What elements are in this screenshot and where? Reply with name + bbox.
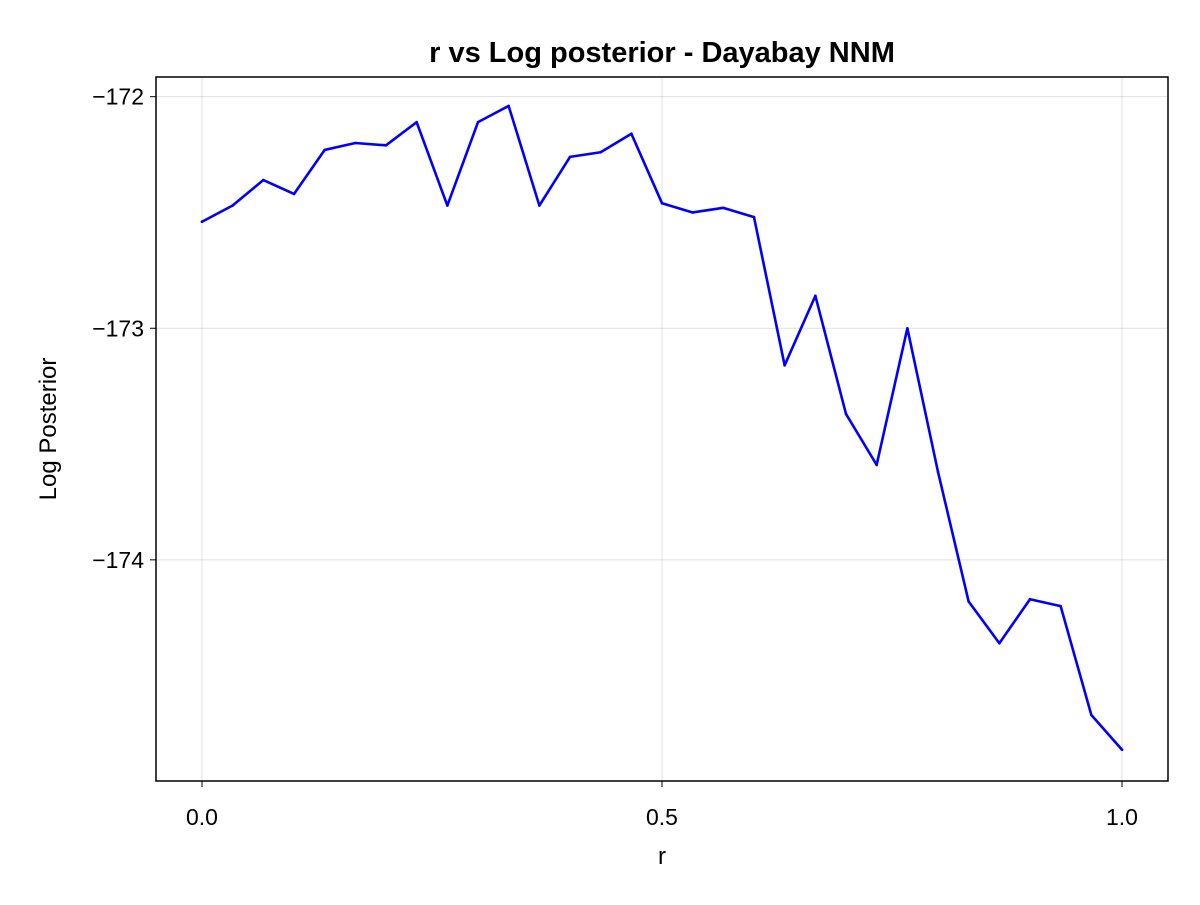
data-point [783, 364, 786, 367]
data-point [446, 204, 449, 207]
x-tick-label: 1.0 [1106, 804, 1138, 830]
data-point [722, 206, 725, 210]
data-point [599, 150, 602, 154]
data-point [814, 294, 817, 298]
x-tick-label: 0.5 [646, 804, 678, 830]
y-tick-label: −174 [92, 547, 144, 573]
data-point [354, 141, 357, 145]
x-axis-label: r [658, 843, 666, 870]
data-point [231, 204, 234, 207]
data-point [1090, 713, 1093, 717]
data-point [323, 148, 326, 152]
data-point [1059, 604, 1062, 608]
data-point [384, 144, 388, 147]
data-point [844, 412, 848, 416]
data-point [875, 463, 878, 467]
data-point [998, 641, 1001, 645]
data-point [1120, 748, 1124, 752]
data-point [630, 132, 633, 136]
data-point [262, 178, 265, 182]
y-tick-label: −172 [92, 84, 144, 110]
chart-title: r vs Log posterior - Dayabay NNM [429, 37, 895, 69]
data-point [660, 201, 664, 205]
data-point [200, 220, 204, 224]
data-point [906, 326, 909, 330]
data-point [292, 192, 296, 196]
y-axis-label: Log Posterior [35, 358, 62, 501]
data-point [752, 215, 756, 219]
data-point [538, 204, 541, 207]
data-point [1028, 597, 1032, 601]
data-point [507, 104, 510, 108]
y-tick-label: −173 [92, 315, 144, 341]
data-point [568, 155, 572, 159]
data-point [967, 600, 970, 603]
data-point [415, 120, 418, 124]
data-point [936, 470, 940, 474]
grid [156, 77, 1168, 781]
data-point [691, 211, 694, 214]
data-point [476, 120, 480, 124]
series-layer [200, 104, 1124, 752]
x-tick-label: 0.0 [186, 804, 218, 830]
ticks: 0.0 0.5 1.0 −172 −173 −174 [92, 84, 1138, 830]
